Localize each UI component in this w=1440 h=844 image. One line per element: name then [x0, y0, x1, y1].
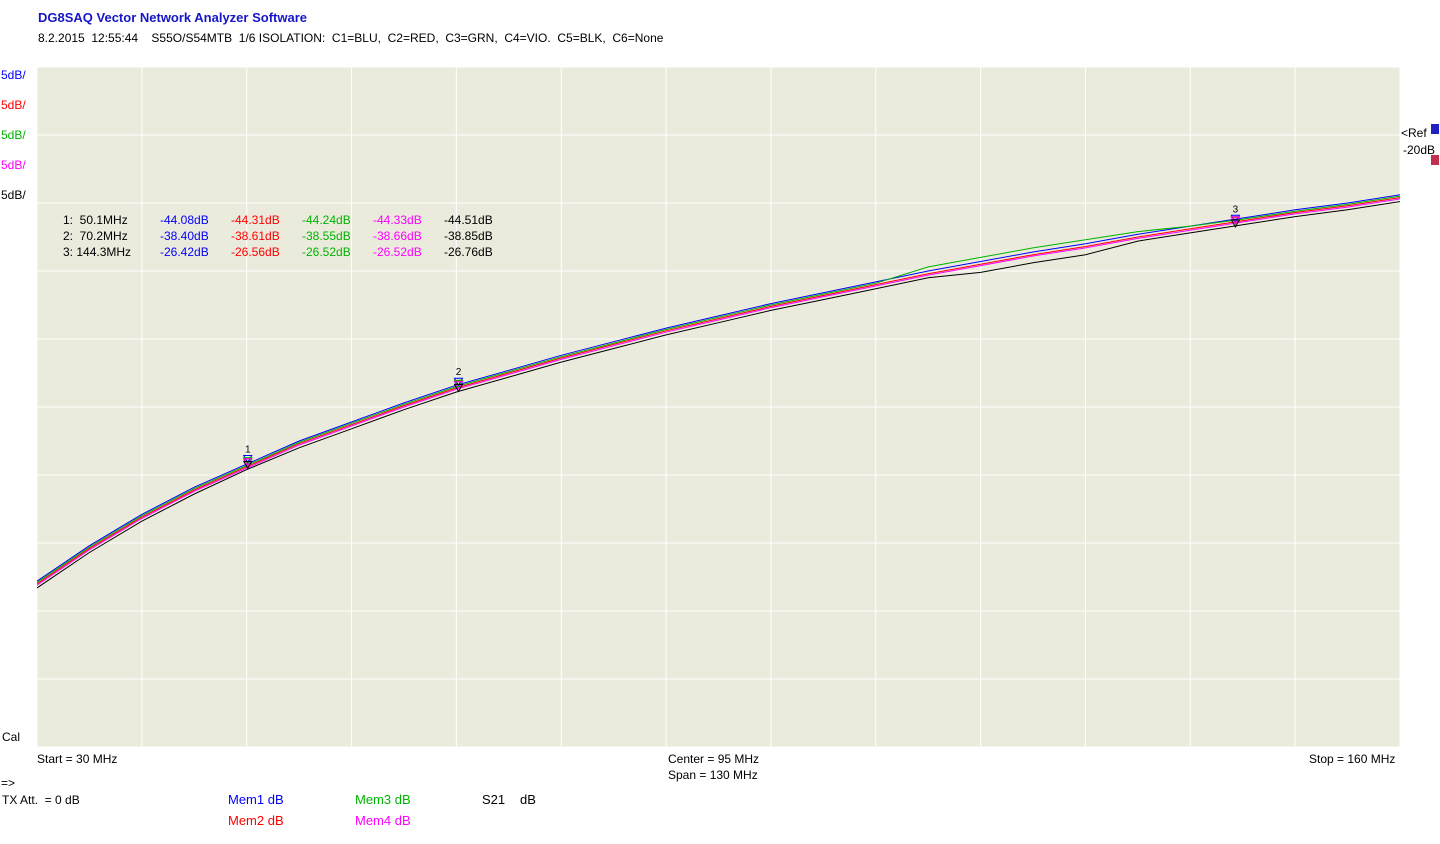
marker-value: -44.24dB — [302, 213, 351, 227]
legend-mem1[interactable]: Mem1 dB — [228, 792, 284, 807]
prompt-label: => — [1, 776, 16, 790]
trace-markers: 1 2 3 — [242, 204, 1241, 470]
marker-row: 2: 70.2MHz -38.40dB -38.61dB -38.55dB -3… — [63, 228, 515, 244]
marker-value: -44.08dB — [160, 213, 209, 227]
marker-value: -26.52dB — [302, 245, 351, 259]
marker-value: -38.61dB — [231, 229, 280, 243]
marker-value: -26.52dB — [373, 245, 422, 259]
legend-mem4[interactable]: Mem4 dB — [355, 813, 411, 828]
ref-label[interactable]: <Ref — [1401, 126, 1427, 140]
marker-freq: 2: 70.2MHz — [63, 229, 128, 243]
marker-triangle-icon — [453, 383, 464, 393]
marker-value: -38.55dB — [302, 229, 351, 243]
trace-mem1 — [37, 194, 1400, 582]
marker-triangle-icon — [242, 460, 253, 470]
marker-number: 1 — [245, 444, 251, 455]
scale-label-mem3[interactable]: 5dB/ — [1, 128, 26, 142]
marker-value: -44.31dB — [231, 213, 280, 227]
marker-row: 1: 50.1MHz -44.08dB -44.31dB -44.24dB -4… — [63, 212, 515, 228]
plot-svg[interactable]: 1 2 3 — [37, 67, 1400, 747]
tx-att-label[interactable]: TX Att. = 0 dB — [2, 793, 80, 807]
marker-triangle-icon — [242, 458, 253, 467]
scale-label-mem2[interactable]: 5dB/ — [1, 98, 26, 112]
marker-triangle-icon — [453, 381, 464, 390]
legend-s21-unit: dB — [520, 792, 536, 807]
scale-label-mem4[interactable]: 5dB/ — [1, 158, 26, 172]
ref-indicator-icon — [1431, 124, 1439, 134]
trace-mem3 — [37, 195, 1400, 583]
trace-mem2 — [37, 197, 1400, 585]
marker-table: 1: 50.1MHz -44.08dB -44.31dB -44.24dB -4… — [63, 212, 515, 260]
measurement-info-line: 8.2.2015 12:55:44 S55O/S54MTB 1/6 ISOLAT… — [38, 31, 664, 45]
marker-value: -26.56dB — [231, 245, 280, 259]
page-title: DG8SAQ Vector Network Analyzer Software — [38, 10, 307, 25]
marker-value: -38.85dB — [444, 229, 493, 243]
grid-lines — [37, 67, 1400, 747]
marker-number: 3 — [1233, 204, 1239, 215]
ref-value[interactable]: -20dB — [1403, 143, 1436, 157]
plot-area[interactable]: 1 2 3 — [37, 67, 1400, 747]
span-label[interactable]: Span = 130 MHz — [668, 768, 758, 782]
legend-mem2[interactable]: Mem2 dB — [228, 813, 284, 828]
marker-value: -26.76dB — [444, 245, 493, 259]
scale-label-s21[interactable]: 5dB/ — [1, 188, 26, 202]
center-freq-label[interactable]: Center = 95 MHz — [668, 752, 760, 766]
trace-s21 — [37, 201, 1400, 589]
marker-triangle-icon — [1230, 219, 1241, 228]
marker-row: 3: 144.3MHz -26.42dB -26.56dB -26.52dB -… — [63, 244, 515, 260]
marker-freq: 1: 50.1MHz — [63, 213, 128, 227]
stop-freq-label[interactable]: Stop = 160 MHz — [1309, 752, 1396, 766]
marker-number: 2 — [456, 367, 462, 378]
start-freq-label[interactable]: Start = 30 MHz — [37, 752, 118, 766]
cal-label[interactable]: Cal — [2, 730, 21, 744]
ref-indicator-icon — [1431, 155, 1439, 165]
marker-value: -38.66dB — [373, 229, 422, 243]
marker-triangle-icon — [1230, 214, 1241, 224]
marker-triangle-icon — [453, 379, 464, 389]
traces — [37, 194, 1400, 589]
marker-value: -38.40dB — [160, 229, 209, 243]
marker-value: -44.33dB — [373, 213, 422, 227]
legend-s21[interactable]: S21 — [482, 792, 506, 807]
scale-label-mem1[interactable]: 5dB/ — [1, 68, 26, 82]
marker-value: -26.42dB — [160, 245, 209, 259]
marker-freq: 3: 144.3MHz — [63, 245, 132, 259]
marker-value: -44.51dB — [444, 213, 493, 227]
trace-mem4 — [37, 198, 1400, 586]
legend-mem3[interactable]: Mem3 dB — [355, 792, 411, 807]
